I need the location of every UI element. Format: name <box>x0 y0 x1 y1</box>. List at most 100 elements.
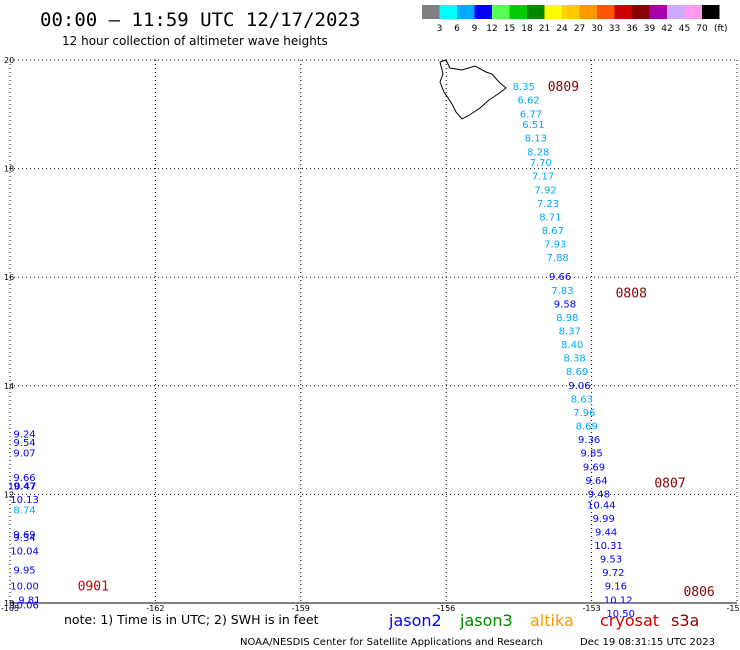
legend-label: 15 <box>504 24 515 34</box>
wave-height-value: 8.74 <box>13 506 35 517</box>
legend-color-box <box>544 5 562 19</box>
y-tick-label: 12 <box>4 490 14 499</box>
legend-label: 33 <box>609 24 620 34</box>
wave-height-value: 8.13 <box>525 134 547 145</box>
satellite-label-s3a: s3a <box>671 611 699 630</box>
wave-height-value: 9.85 <box>580 449 602 460</box>
wave-height-value: 7.96 <box>573 408 595 419</box>
legend-label: 18 <box>521 24 533 34</box>
wave-height-value: 9.24 <box>13 430 35 441</box>
time-label: 0901 <box>78 580 109 595</box>
footer-note: note: 1) Time is in UTC; 2) SWH is in fe… <box>64 612 319 627</box>
satellite-label-altika: altika <box>530 611 574 630</box>
legend-label: 24 <box>556 24 568 34</box>
satellite-label-jason3: jason3 <box>459 611 513 630</box>
legend-color-box <box>422 5 440 19</box>
grid-lines <box>10 60 737 603</box>
wave-height-value: 8.69 <box>566 367 588 378</box>
legend-color-box <box>457 5 475 19</box>
wave-height-value: 8.37 <box>559 327 581 338</box>
color-legend: 3 6 9 12 15 18 21 24 27 30 33 36 39 42 45 70 <box>422 5 720 34</box>
wave-height-value: 10.31 <box>594 541 623 552</box>
legend-label: 3 <box>437 24 443 34</box>
legend-label: 27 <box>574 24 585 34</box>
legend-label: 30 <box>591 24 603 34</box>
satellite-legend: jason2 jason3 altika cryosat s3a <box>388 611 699 630</box>
wave-height-value: 10.44 <box>587 500 616 511</box>
wave-height-value: 8.28 <box>527 147 549 158</box>
legend-label: 36 <box>626 24 638 34</box>
chart-title: 00:00 – 11:59 UTC 12/17/2023 <box>40 9 360 31</box>
wave-height-value: 10.04 <box>10 546 39 557</box>
wave-height-value: 9.53 <box>600 555 622 566</box>
chart-subtitle: 12 hour collection of altimeter wave hei… <box>62 34 328 48</box>
wave-height-value: 9.06 <box>568 381 590 392</box>
x-tick-label: -159 <box>292 604 310 613</box>
y-tick-label: 10 <box>4 599 14 608</box>
time-labels: 0809 0808 0807 0806 0901 <box>78 80 715 600</box>
wave-height-value: 10.00 <box>10 582 39 593</box>
legend-color-box <box>527 5 545 19</box>
wave-height-value: 9.69 <box>583 462 605 473</box>
wave-height-value: 9.81 <box>18 595 40 606</box>
wave-height-value: 9.47 <box>13 481 35 492</box>
wave-height-value: 8.71 <box>539 212 561 223</box>
legend-label: 42 <box>661 24 672 34</box>
wave-height-value: 8.98 <box>556 313 578 324</box>
legend-color-box <box>509 5 527 19</box>
wave-height-value: 7.70 <box>530 158 552 169</box>
wave-height-value: 6.77 <box>520 109 542 120</box>
wave-height-value: 7.17 <box>532 172 554 183</box>
legend-color-box <box>684 5 702 19</box>
data-points: 8.35 6.62 6.776.51 8.13 8.287.70 7.17 7.92 7.23… <box>8 82 635 620</box>
legend-color-box <box>474 5 492 19</box>
wave-height-value: 7.92 <box>534 185 556 196</box>
legend-color-box <box>614 5 632 19</box>
wave-height-value: 9.72 <box>602 568 624 579</box>
footer-credit: NOAA/NESDIS Center for Satellite Applica… <box>240 637 543 648</box>
x-tick-label: -162 <box>146 604 164 613</box>
wave-height-value: 9.95 <box>13 565 35 576</box>
y-tick-labels: 20 18 16 14 12 10 <box>4 56 14 608</box>
x-tick-label: -153 <box>583 604 601 613</box>
legend-color-box <box>667 5 685 19</box>
wave-height-value: 9.07 <box>13 449 35 460</box>
wave-height-value: 9.64 <box>585 476 607 487</box>
x-tick-label: -165 <box>1 604 19 613</box>
legend-color-box <box>579 5 597 19</box>
legend-label: 39 <box>644 24 656 34</box>
legend-color-box <box>649 5 667 19</box>
plot-area: 20 18 16 14 12 10 -165 -162 -159 -156 -153 -15 8.3… <box>1 56 740 620</box>
wave-height-value: 9.58 <box>554 299 576 310</box>
legend-color-box <box>597 5 615 19</box>
x-tick-labels: -165 -162 -159 -156 -153 -15 <box>1 604 740 613</box>
legend-color-box <box>439 5 457 19</box>
legend-unit: (ft) <box>714 24 728 34</box>
legend-label: 70 <box>696 24 708 34</box>
satellite-label-jason2: jason2 <box>388 611 442 630</box>
wave-height-value: 6.62 <box>517 96 539 107</box>
wave-height-value: 9.16 <box>605 582 627 593</box>
legend-label: 9 <box>472 24 478 34</box>
wave-height-value: 9.54 <box>13 438 35 449</box>
wave-height-value: 10.06 <box>10 601 39 612</box>
legend-label: 12 <box>486 24 497 34</box>
wave-height-value: 8.38 <box>564 354 586 365</box>
wave-height-value: 7.88 <box>547 253 569 264</box>
time-label: 0807 <box>654 477 685 492</box>
satellite-label-cryosat: cryosat <box>600 611 659 630</box>
legend-label: 6 <box>454 24 460 34</box>
x-tick-label: -15 <box>726 604 739 613</box>
wave-height-value: 9.99 <box>593 514 615 525</box>
footer-timestamp: Dec 19 08:31:15 UTC 2023 <box>580 637 715 648</box>
wave-height-value: 9.69 <box>13 530 35 541</box>
hawaii-island-outline <box>439 59 507 120</box>
wave-height-value: 9.36 <box>578 435 600 446</box>
time-label: 0809 <box>548 80 579 95</box>
wave-height-value: 9.34 <box>13 533 35 544</box>
wave-height-value: 10.50 <box>606 609 635 620</box>
wave-height-value: 8.67 <box>542 226 564 237</box>
legend-color-box <box>632 5 650 19</box>
y-tick-label: 20 <box>4 56 14 65</box>
